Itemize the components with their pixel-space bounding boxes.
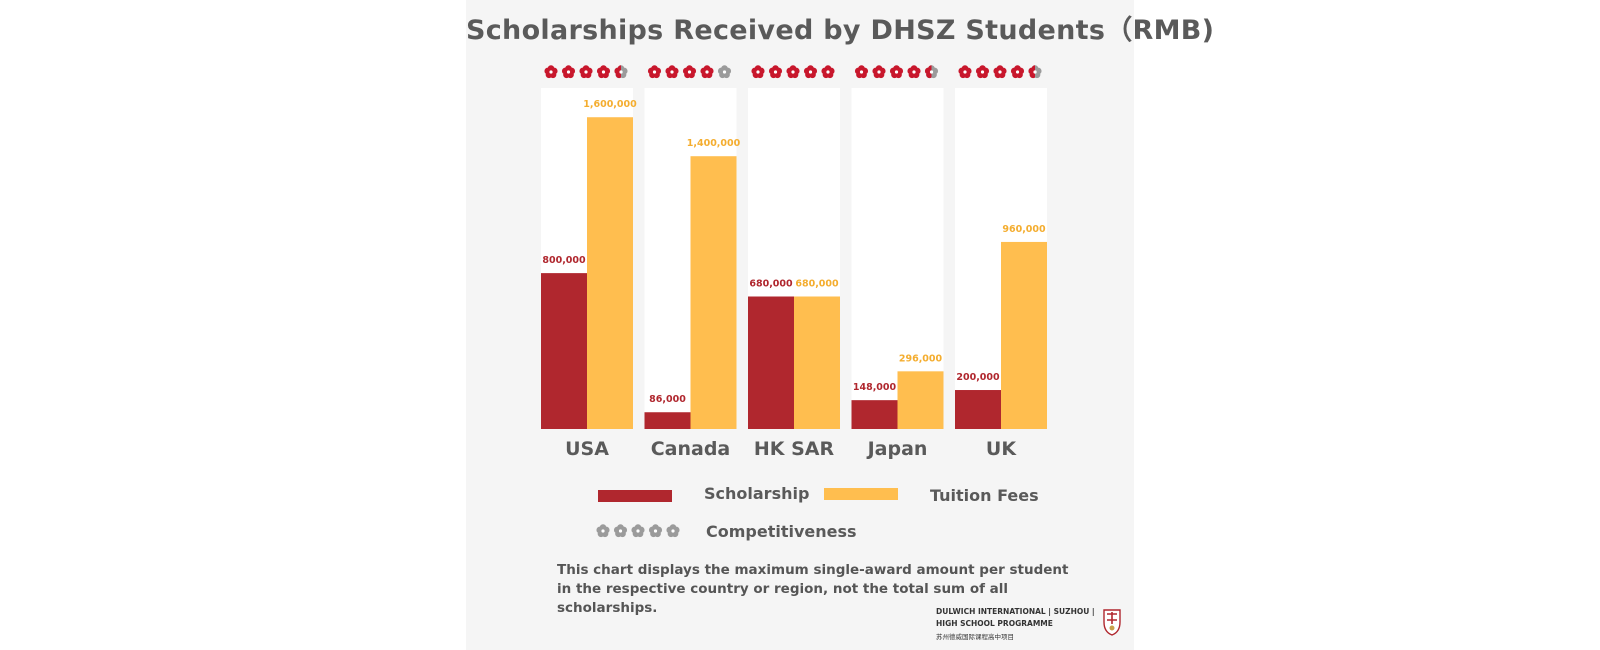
logo-line-3: 苏州德威国际课程高中项目 <box>936 633 1014 641</box>
data-label-scholarship: 86,000 <box>649 394 686 405</box>
competitiveness-star-icon <box>596 65 611 79</box>
competitiveness-star-icon <box>768 65 783 79</box>
data-label-tuition: 1,400,000 <box>687 138 741 149</box>
competitiveness-star-icon <box>907 65 921 79</box>
category-label: USA <box>565 438 609 460</box>
poster: Scholarships Received by DHSZ Students（R… <box>466 0 1215 650</box>
bar-tuition <box>587 117 633 429</box>
legend-swatch-tuition <box>824 488 898 500</box>
bar-tuition <box>1001 241 1047 429</box>
bar-chart: 800,000 1,600,000 USA 86,000 1,400,000 Canada… <box>541 65 1047 460</box>
competitiveness-star-icon <box>665 65 679 79</box>
competitiveness-star-icon <box>544 65 558 79</box>
legend-star-icon <box>631 524 645 538</box>
logo-line-2: HIGH SCHOOL PROGRAMME <box>936 619 1053 628</box>
data-label-tuition: 296,000 <box>899 353 943 364</box>
legend-label-scholarship: Scholarship <box>704 484 810 503</box>
competitiveness-star-half-icon <box>924 65 934 79</box>
category-label: Japan <box>866 438 928 460</box>
data-label-scholarship: 680,000 <box>749 278 793 289</box>
competitiveness-star-icon <box>579 65 593 79</box>
category-label: Canada <box>651 438 731 460</box>
legend-label-tuition: Tuition Fees <box>930 486 1039 505</box>
competitiveness-star-half-icon <box>614 65 623 79</box>
competitiveness-star-icon <box>647 65 662 79</box>
competitiveness-star-icon <box>872 65 886 79</box>
competitiveness-star-icon <box>803 65 818 79</box>
chart-footnote: This chart displays the maximum single-a… <box>557 562 1069 616</box>
competitiveness-star-icon <box>751 65 765 79</box>
competitiveness-star-half-icon <box>1028 65 1037 79</box>
competitiveness-star-icon <box>786 65 800 79</box>
legend-competitiveness-stars <box>596 524 680 538</box>
competitiveness-star-icon <box>889 65 904 79</box>
school-crest-icon <box>1103 609 1121 636</box>
legend-star-icon <box>648 524 663 538</box>
bar-tuition <box>897 371 944 429</box>
data-label-scholarship: 200,000 <box>956 372 1000 383</box>
legend-star-icon <box>596 524 610 538</box>
data-label-tuition: 680,000 <box>795 278 839 289</box>
data-label-scholarship: 800,000 <box>542 255 586 266</box>
bar-scholarship <box>955 390 1001 429</box>
bar-tuition <box>794 296 840 429</box>
competitiveness-star-icon <box>682 65 697 79</box>
school-logo: DULWICH INTERNATIONAL | SUZHOU | HIGH SC… <box>936 604 1126 644</box>
logo-line-1: DULWICH INTERNATIONAL | SUZHOU | <box>936 607 1095 616</box>
legend-label-competitiveness: Competitiveness <box>706 522 857 541</box>
category-label: HK SAR <box>754 438 835 460</box>
bar-tuition <box>690 156 737 429</box>
bar-scholarship <box>541 273 587 429</box>
competitiveness-star-icon <box>821 65 835 79</box>
data-label-tuition: 1,600,000 <box>583 99 637 110</box>
data-label-tuition: 960,000 <box>1002 224 1046 235</box>
legend-star-icon <box>613 524 628 538</box>
competitiveness-star-icon <box>561 65 576 79</box>
legend-swatch-scholarship <box>598 490 672 502</box>
competitiveness-star-icon <box>717 65 732 79</box>
competitiveness-star-icon <box>854 65 869 79</box>
bar-scholarship <box>748 296 794 429</box>
bar-scholarship <box>851 400 898 429</box>
competitiveness-star-icon <box>700 65 714 79</box>
competitiveness-star-icon <box>993 65 1007 79</box>
bar-scholarship <box>644 412 691 429</box>
category-label: UK <box>986 438 1017 460</box>
competitiveness-star-icon <box>958 65 972 79</box>
data-label-scholarship: 148,000 <box>853 382 897 393</box>
competitiveness-star-icon <box>1010 65 1025 79</box>
competitiveness-star-icon <box>975 65 990 79</box>
legend-star-icon <box>666 524 680 538</box>
chart-title: Scholarships Received by DHSZ Students（R… <box>466 15 1215 46</box>
